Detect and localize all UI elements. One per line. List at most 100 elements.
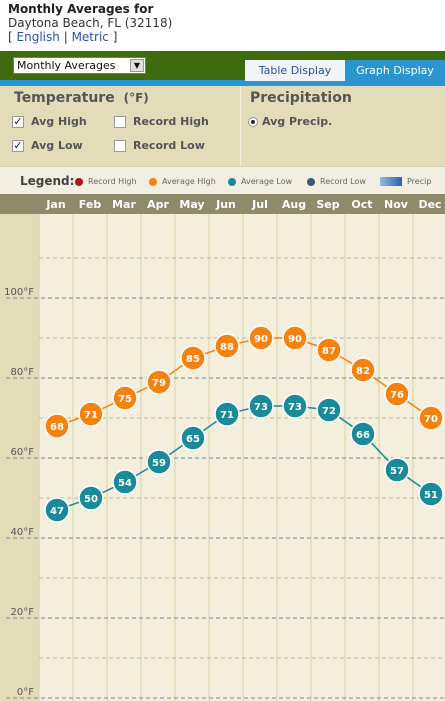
month-label: May [179,198,204,211]
checkmark-icon[interactable]: ✓ [12,114,24,128]
avg-low-point [112,469,138,495]
data-label: 82 [356,366,370,377]
data-label: 71 [220,410,234,421]
data-label: 85 [186,354,200,365]
avg-low-point [180,425,206,451]
y-tick-label: 40°F [11,527,35,538]
avg-low-label: Avg Low [31,139,83,152]
avg-low-point [316,397,342,423]
unit-separator: | [63,30,68,44]
english-link[interactable]: English [16,30,60,44]
avg-low-point [78,485,104,511]
month-label: Nov [384,198,409,211]
metric-link[interactable]: Metric [71,30,109,44]
avg-high-point [44,413,70,439]
month-label: Jun [215,198,236,211]
data-label: 68 [50,422,64,433]
data-label: 50 [84,494,98,505]
avg-high-point [146,369,172,395]
month-label: Aug [282,198,306,211]
legend-record-high: Record High [75,177,137,186]
temperature-chart: 0°F 20°F 40°F 60°F 80°F 100°F Jan Feb Mar Apr May J… [0,194,445,701]
tab-graph-display[interactable]: Graph Display [345,60,445,81]
view-select-value: Monthly Averages [17,59,116,72]
legend-precip-text: Precip [407,177,432,186]
data-label: 73 [288,402,302,413]
avg-high-checkbox[interactable]: ✓ Avg High [12,115,87,128]
temperature-unit: (°F) [123,91,149,105]
toolbar-underline [0,80,445,86]
legend: Legend: Record High Average High Average… [0,166,445,194]
record-low-label: Record Low [133,139,205,152]
avg-precip-radio[interactable]: Avg Precip. [248,115,332,128]
avg-high-label: Avg High [31,115,87,128]
month-label: Oct [351,198,372,211]
legend-average-high: Average High [149,177,216,186]
month-label: Apr [147,198,169,211]
data-label: 54 [118,478,132,489]
average-high-dot-icon [149,177,157,186]
precip-bar-icon [380,177,402,186]
data-label: 90 [288,334,302,345]
avg-high-point [78,401,104,427]
avg-high-point [350,357,376,383]
view-select[interactable]: Monthly Averages ▼ [13,57,146,74]
average-low-dot-icon [228,177,236,186]
data-label: 47 [50,506,64,517]
month-label: Mar [112,198,136,211]
month-label: Sep [316,198,339,211]
page-title: Monthly Averages for [8,2,154,16]
month-label: Jan [45,198,65,211]
unit-switcher: [ English | Metric ] [8,30,172,44]
avg-low-point [44,497,70,523]
legend-average-low: Average Low [228,177,292,186]
record-low-dot-icon [307,177,315,186]
checkmark-icon[interactable]: ✓ [12,138,24,152]
bracket-close: ] [112,30,118,44]
month-label: Feb [79,198,102,211]
record-high-dot-icon [75,177,83,186]
data-label: 59 [152,458,166,469]
temperature-title: Temperature [14,90,115,106]
avg-high-point [248,325,274,351]
avg-high-point [180,345,206,371]
data-label: 66 [356,430,370,441]
avg-high-point [418,405,444,431]
avg-low-checkbox[interactable]: ✓ Avg Low [12,139,83,152]
data-label: 73 [254,402,268,413]
controls-divider [240,86,241,166]
precipitation-title: Precipitation [250,90,352,106]
y-tick-label: 0°F [17,687,34,698]
tab-table-display[interactable]: Table Display [245,60,345,81]
data-label: 87 [322,346,336,357]
data-label: 76 [390,390,404,401]
record-high-label: Record High [133,115,209,128]
legend-precip: Precip [380,177,431,186]
avg-high-point [316,337,342,363]
avg-low-point [384,457,410,483]
month-header-band [0,194,445,214]
checkbox-empty-icon[interactable] [114,139,126,152]
record-low-checkbox[interactable]: Record Low [114,139,205,152]
record-high-checkbox[interactable]: Record High [114,115,209,128]
data-label: 51 [424,490,438,501]
checkbox-empty-icon[interactable] [114,115,126,128]
data-label: 57 [390,466,404,477]
avg-high-point [384,381,410,407]
page-header: Monthly Averages for Daytona Beach, FL (… [8,2,172,44]
radio-selected-icon[interactable] [248,116,258,127]
avg-low-point [214,401,240,427]
location-label: Daytona Beach, FL (32118) [8,16,173,30]
y-tick-label: 20°F [11,607,35,618]
avg-high-point [214,333,240,359]
data-label: 88 [220,342,234,353]
avg-precip-label: Avg Precip. [262,115,333,128]
data-label: 70 [424,414,438,425]
avg-high-point [282,325,308,351]
legend-label: Legend: [20,174,75,188]
data-label: 79 [152,378,166,389]
avg-low-point [350,421,376,447]
y-tick-label: 60°F [11,447,35,458]
legend-average-low-text: Average Low [241,177,293,186]
chevron-down-icon[interactable]: ▼ [130,59,144,72]
